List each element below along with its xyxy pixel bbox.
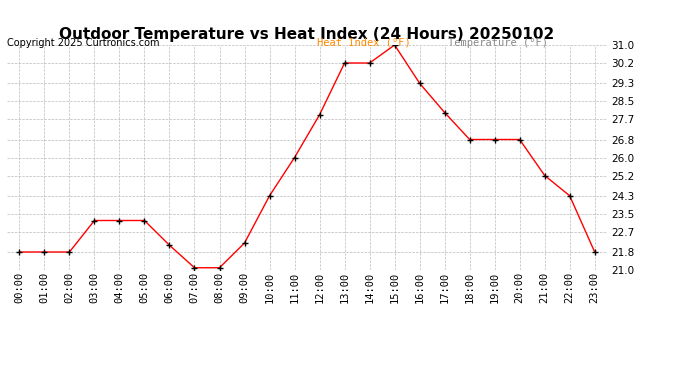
Text: Copyright 2025 Curtronics.com: Copyright 2025 Curtronics.com: [7, 38, 159, 48]
Title: Outdoor Temperature vs Heat Index (24 Hours) 20250102: Outdoor Temperature vs Heat Index (24 Ho…: [59, 27, 555, 42]
Text: Heat Index (°F): Heat Index (°F): [317, 38, 411, 48]
Text: Temperature (°F): Temperature (°F): [448, 38, 549, 48]
